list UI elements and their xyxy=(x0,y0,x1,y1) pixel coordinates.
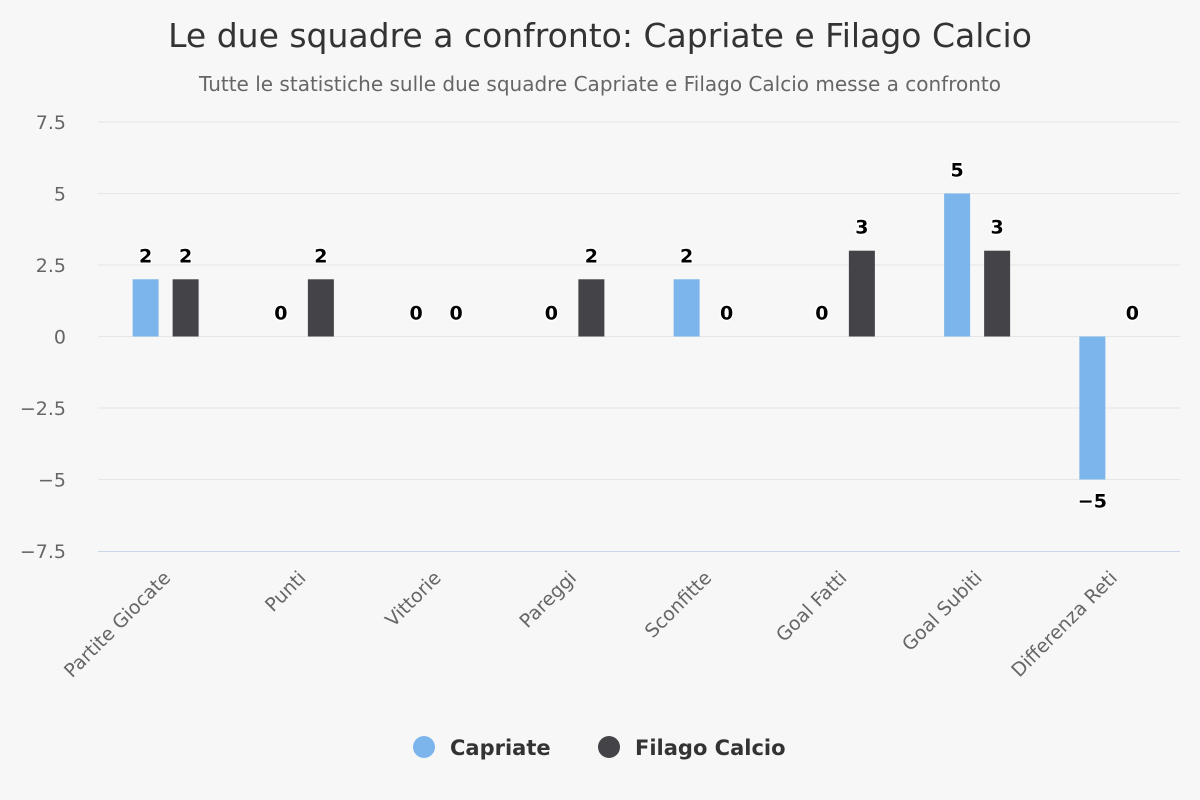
data-label: −5 xyxy=(1078,491,1107,513)
legend-symbol xyxy=(598,736,620,758)
y-tick-label: −2.5 xyxy=(20,398,66,420)
data-label: 2 xyxy=(139,245,152,267)
y-tick-label: −5 xyxy=(38,470,66,492)
legend-item[interactable]: Filago Calcio xyxy=(598,736,786,760)
gridlines xyxy=(98,121,1180,480)
legend-label: Capriate xyxy=(450,736,551,760)
data-label: 2 xyxy=(680,245,693,267)
chart-title: Le due squadre a confronto: Capriate e F… xyxy=(168,16,1032,55)
chart-subtitle: Tutte le statistiche sulle due squadre C… xyxy=(198,72,1001,96)
y-tick-label: 7.5 xyxy=(36,112,66,134)
bar-capriate xyxy=(673,279,700,337)
bar-filago-calcio xyxy=(307,279,334,337)
data-label: 0 xyxy=(450,303,463,325)
y-tick-label: 2.5 xyxy=(36,255,66,277)
data-label: 0 xyxy=(815,303,828,325)
y-axis-labels: 7.5 5 2.5 0 −2.5 −5 −7.5 xyxy=(20,112,66,563)
data-label: 0 xyxy=(1126,303,1139,325)
bars xyxy=(132,193,1106,480)
bar-filago-calcio xyxy=(578,279,605,337)
data-label: 0 xyxy=(274,303,287,325)
data-label: 3 xyxy=(855,217,868,239)
y-tick-label: −7.5 xyxy=(20,541,66,563)
data-label: 5 xyxy=(951,160,964,182)
legend-item[interactable]: Capriate xyxy=(413,736,551,760)
y-tick-label: 5 xyxy=(54,184,66,206)
legend: Capriate Filago Calcio xyxy=(413,736,786,760)
bar-filago-calcio xyxy=(848,250,875,337)
bar-capriate xyxy=(132,279,159,337)
bar-capriate xyxy=(1079,336,1106,480)
y-tick-label: 0 xyxy=(54,327,66,349)
data-label: 2 xyxy=(179,245,192,267)
bar-filago-calcio xyxy=(984,250,1011,337)
legend-symbol xyxy=(413,736,435,758)
data-label: 0 xyxy=(545,303,558,325)
legend-label: Filago Calcio xyxy=(635,736,786,760)
data-label: 2 xyxy=(314,245,327,267)
bar-filago-calcio xyxy=(172,279,199,337)
bar-capriate xyxy=(944,193,971,337)
data-label: 0 xyxy=(410,303,423,325)
data-label: 3 xyxy=(991,217,1004,239)
data-label: 0 xyxy=(720,303,733,325)
data-label: 2 xyxy=(585,245,598,267)
data-labels: 2 2 0 2 0 0 0 2 2 0 0 3 5 3 −5 0 xyxy=(138,158,1141,514)
